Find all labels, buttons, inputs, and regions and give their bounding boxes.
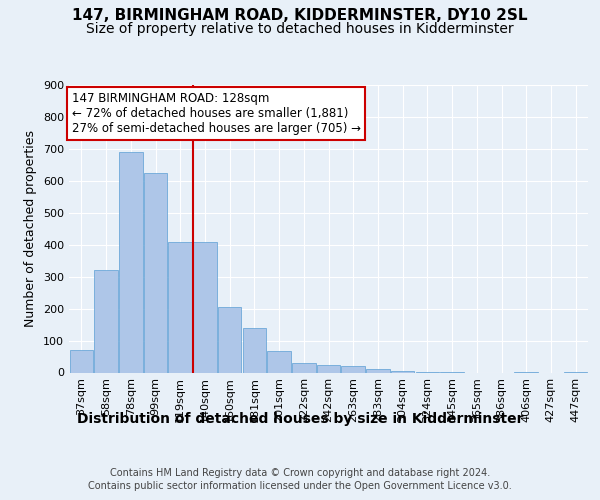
- Bar: [391, 371, 415, 372]
- Bar: [268, 351, 291, 372]
- Bar: [341, 366, 365, 372]
- Text: Contains public sector information licensed under the Open Government Licence v3: Contains public sector information licen…: [88, 481, 512, 491]
- Text: 147, BIRMINGHAM ROAD, KIDDERMINSTER, DY10 2SL: 147, BIRMINGHAM ROAD, KIDDERMINSTER, DY1…: [72, 8, 528, 22]
- Bar: [70, 350, 93, 372]
- Bar: [94, 270, 118, 372]
- Bar: [292, 363, 316, 372]
- Text: Distribution of detached houses by size in Kidderminster: Distribution of detached houses by size …: [77, 412, 523, 426]
- Text: 147 BIRMINGHAM ROAD: 128sqm
← 72% of detached houses are smaller (1,881)
27% of : 147 BIRMINGHAM ROAD: 128sqm ← 72% of det…: [71, 92, 361, 135]
- Bar: [242, 328, 266, 372]
- Y-axis label: Number of detached properties: Number of detached properties: [25, 130, 37, 327]
- Bar: [169, 242, 192, 372]
- Bar: [218, 307, 241, 372]
- Bar: [317, 364, 340, 372]
- Bar: [144, 173, 167, 372]
- Text: Contains HM Land Registry data © Crown copyright and database right 2024.: Contains HM Land Registry data © Crown c…: [110, 468, 490, 477]
- Text: Size of property relative to detached houses in Kidderminster: Size of property relative to detached ho…: [86, 22, 514, 36]
- Bar: [119, 152, 143, 372]
- Bar: [193, 242, 217, 372]
- Bar: [366, 370, 389, 372]
